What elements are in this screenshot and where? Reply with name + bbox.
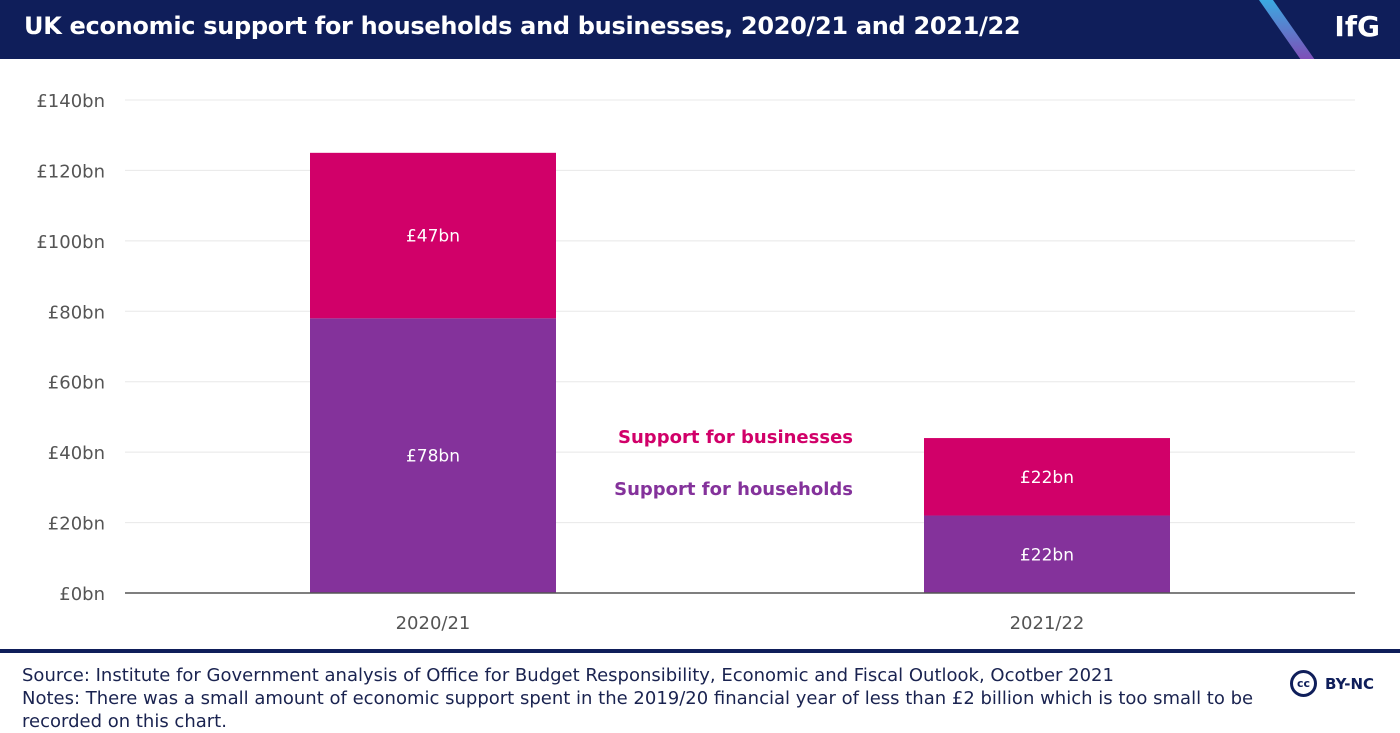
y-tick-label: £80bn [48,302,105,323]
license-label: BY-NC [1325,674,1375,693]
bar-segment [310,318,556,593]
ifg-logo: IfG [1334,10,1380,43]
chart-title: UK economic support for households and b… [24,12,1021,40]
x-tick-label: 2021/22 [1010,613,1085,634]
license: cc BY-NC [1290,670,1374,697]
divider [0,649,1400,653]
data-label: £22bn [1020,468,1074,488]
y-tick-label: £60bn [48,373,105,394]
y-tick-label: £40bn [48,443,105,464]
y-tick-label: £140bn [36,91,105,112]
footer: Source: Institute for Government analysi… [22,664,1292,733]
data-label: £47bn [406,227,460,247]
data-label: £22bn [1020,545,1074,565]
header: UK economic support for households and b… [0,0,1400,59]
bar-segment [924,438,1170,516]
legend-households: Support for households [614,479,853,500]
bar-segment [924,515,1170,593]
y-tick-label: £100bn [36,232,105,253]
creative-commons-icon: cc [1290,670,1317,697]
source-text: Source: Institute for Government analysi… [22,665,1114,686]
notes-text: Notes: There was a small amount of econo… [22,688,1254,732]
logo-stripe [1251,0,1323,59]
y-tick-label: £0bn [59,584,105,605]
data-label: £78bn [406,447,460,467]
bar-segment [310,152,556,319]
legend-businesses: Support for businesses [618,427,853,448]
y-tick-label: £20bn [48,514,105,535]
stacked-bar-chart: £0bn £20bn £40bn £60bn £80bn £100bn £120bn £140… [36,91,1355,634]
x-tick-label: 2020/21 [396,613,471,634]
y-tick-label: £120bn [36,161,105,182]
